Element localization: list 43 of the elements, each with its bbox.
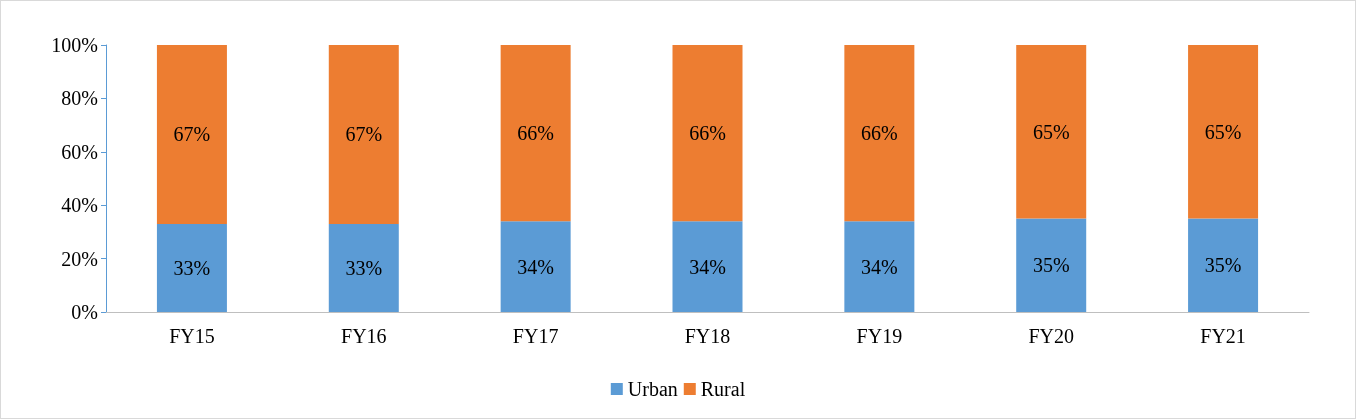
x-tick-label: FY15 <box>169 325 215 347</box>
data-label: 66% <box>517 122 554 145</box>
data-label: 34% <box>861 255 898 278</box>
y-tick-label: 60% <box>61 140 98 163</box>
x-tick-label: FY21 <box>1200 325 1246 347</box>
data-label: 66% <box>689 122 726 145</box>
data-label: 66% <box>861 122 898 145</box>
bar <box>328 223 399 312</box>
data-label: 65% <box>1204 120 1242 143</box>
data-label: 65% <box>1032 120 1070 143</box>
data-label: 33% <box>345 256 383 279</box>
bar <box>1188 45 1259 219</box>
data-label: 33% <box>173 256 211 279</box>
bar <box>1016 45 1087 219</box>
data-label: 35% <box>1032 254 1070 277</box>
x-tick-label: FY16 <box>341 325 387 347</box>
bar <box>328 45 399 224</box>
x-tick-label: FY20 <box>1028 325 1074 347</box>
y-tick-label: 100% <box>51 34 98 56</box>
y-tick-label: 0% <box>71 301 98 323</box>
bar <box>156 223 227 312</box>
x-tick-label: FY17 <box>512 325 559 347</box>
bar <box>1016 218 1087 312</box>
legend-label: Urban <box>627 378 678 400</box>
y-tick-label: 40% <box>61 194 98 217</box>
bar <box>1188 218 1259 312</box>
x-tick-label: FY18 <box>684 325 731 347</box>
x-tick-label: FY19 <box>856 325 903 347</box>
bar <box>844 221 915 312</box>
bar <box>156 45 227 224</box>
bar <box>672 45 743 222</box>
bar <box>500 45 571 222</box>
bar <box>672 221 743 312</box>
legend-label: Rural <box>700 378 746 400</box>
bar <box>500 221 571 312</box>
data-label: 34% <box>517 255 554 278</box>
data-label: 67% <box>345 123 383 146</box>
data-label: 34% <box>689 255 726 278</box>
data-label: 35% <box>1204 254 1242 277</box>
bar <box>844 45 915 222</box>
data-label: 67% <box>173 123 211 146</box>
y-tick-label: 80% <box>61 87 98 110</box>
y-tick-label: 20% <box>61 247 98 270</box>
